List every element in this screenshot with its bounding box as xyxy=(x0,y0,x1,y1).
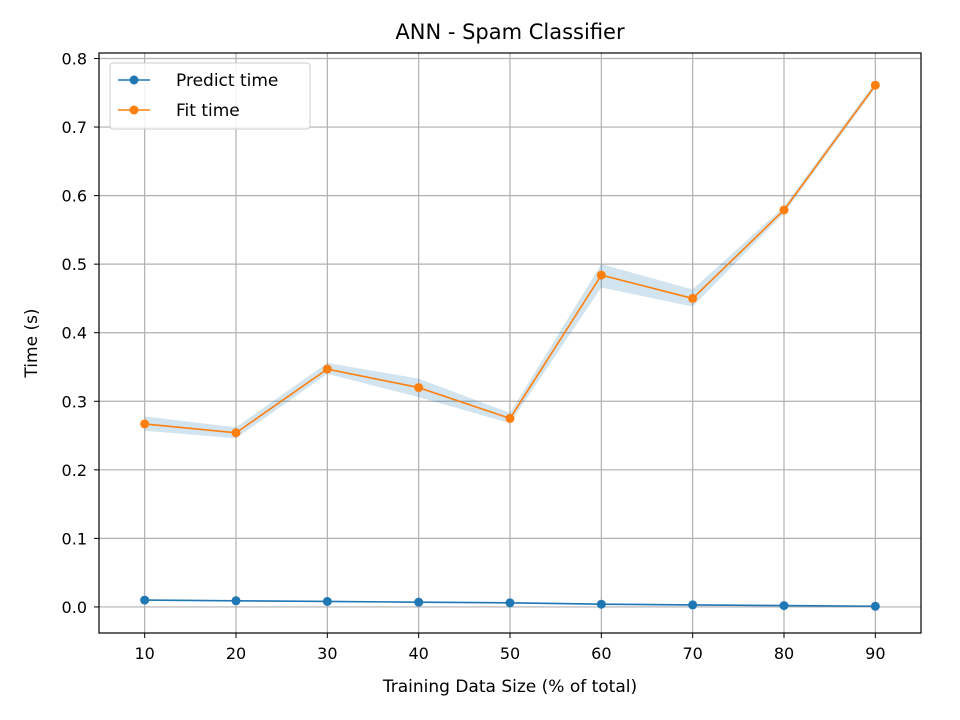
y-tick-label: 0.6 xyxy=(62,187,87,206)
series-points xyxy=(140,80,880,611)
x-tick-label: 40 xyxy=(408,644,428,663)
x-tick-label: 80 xyxy=(774,644,794,663)
y-tick-label: 0.5 xyxy=(62,255,87,274)
predict-time-point xyxy=(322,596,332,606)
legend: Predict time Fit time xyxy=(109,62,311,130)
y-axis-label: Time (s) xyxy=(22,308,42,378)
legend-label-predict-time: Predict time xyxy=(176,71,278,91)
x-tick-label: 20 xyxy=(226,644,246,663)
x-tick-label: 90 xyxy=(865,644,885,663)
y-axis-ticks: 0.0 0.1 0.2 0.3 0.4 0.5 0.6 0.7 0.8 xyxy=(62,49,99,617)
y-tick-label: 0.7 xyxy=(62,118,87,137)
fit-time-point xyxy=(322,364,332,374)
y-tick-label: 0.1 xyxy=(62,529,87,548)
fit-time-point xyxy=(140,419,150,429)
y-tick-label: 0.0 xyxy=(62,598,87,617)
predict-time-point xyxy=(140,595,150,605)
predict-time-point xyxy=(688,600,698,610)
fit-time-point xyxy=(596,270,606,280)
y-tick-label: 0.4 xyxy=(62,324,87,343)
y-tick-label: 0.3 xyxy=(62,392,87,411)
x-axis-ticks: 10 20 30 40 50 60 70 80 90 xyxy=(134,633,886,663)
y-tick-label: 0.8 xyxy=(62,49,87,68)
fit-time-point xyxy=(870,80,880,90)
fit-time-point xyxy=(505,413,515,423)
predict-time-point xyxy=(596,599,606,609)
legend-box xyxy=(109,62,311,130)
x-tick-label: 10 xyxy=(134,644,154,663)
y-tick-label: 0.2 xyxy=(62,461,87,480)
legend-marker-predict-time xyxy=(129,75,139,85)
legend-marker-fit-time xyxy=(129,105,139,115)
predict-time-point xyxy=(414,597,424,607)
x-tick-label: 50 xyxy=(500,644,520,663)
fit-time-point xyxy=(414,383,424,393)
predict-time-point xyxy=(231,596,241,606)
x-axis-label: Training Data Size (% of total) xyxy=(382,677,637,697)
predict-time-point xyxy=(870,601,880,611)
legend-label-fit-time: Fit time xyxy=(176,101,240,121)
predict-time-point xyxy=(779,601,789,611)
predict-time-point xyxy=(505,598,515,608)
fit-time-point xyxy=(688,293,698,303)
x-tick-label: 70 xyxy=(682,644,702,663)
fit-time-point xyxy=(779,205,789,215)
x-tick-label: 60 xyxy=(591,644,611,663)
chart-title: ANN - Spam Classifier xyxy=(395,20,625,44)
fit-time-band xyxy=(144,81,876,439)
x-tick-label: 30 xyxy=(317,644,337,663)
fit-time-point xyxy=(231,428,241,438)
